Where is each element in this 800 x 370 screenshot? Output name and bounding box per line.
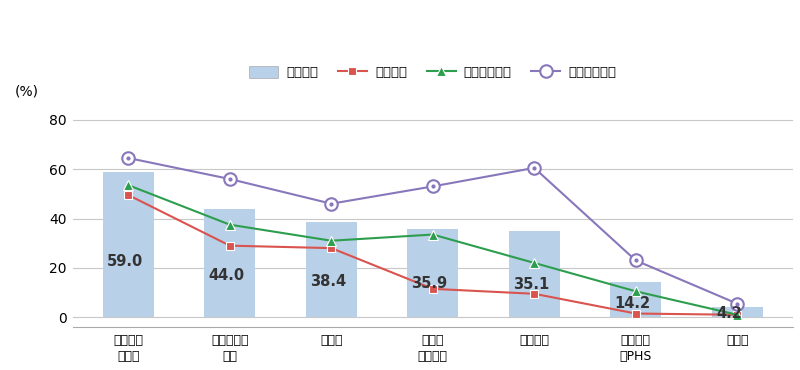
Text: 35.9: 35.9 <box>411 276 448 291</box>
Bar <box>205 209 255 317</box>
Bar <box>509 231 560 317</box>
Text: 38.4: 38.4 <box>310 274 346 289</box>
Text: 44.0: 44.0 <box>209 269 245 283</box>
Text: 35.1: 35.1 <box>513 277 550 292</box>
Text: 4.2: 4.2 <box>716 306 742 321</box>
Bar <box>610 282 661 317</box>
Bar <box>712 307 762 317</box>
Bar <box>103 172 154 317</box>
Bar <box>306 222 357 317</box>
Legend: 子供全体, 未就学児, 小学校低学年, 小学校高学年: 子供全体, 未就学児, 小学校低学年, 小学校高学年 <box>250 66 616 79</box>
Bar <box>407 229 458 317</box>
Text: (%): (%) <box>15 85 39 99</box>
Text: 14.2: 14.2 <box>614 296 650 312</box>
Text: 59.0: 59.0 <box>107 255 143 269</box>
